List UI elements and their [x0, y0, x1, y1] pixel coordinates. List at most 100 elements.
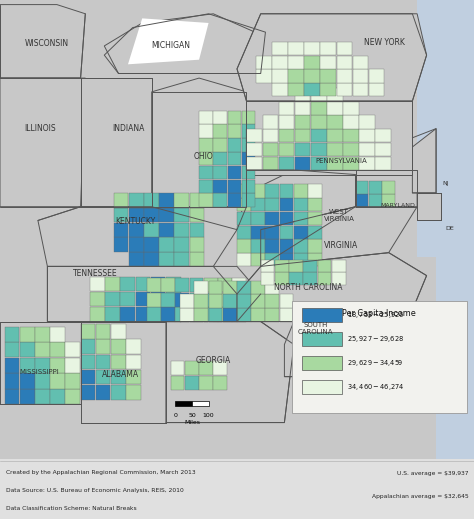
- Bar: [261, 260, 274, 272]
- Bar: [337, 42, 352, 55]
- Bar: [180, 308, 194, 321]
- Bar: [337, 70, 352, 83]
- Bar: [129, 223, 144, 237]
- Bar: [199, 180, 213, 193]
- Bar: [129, 194, 144, 208]
- Bar: [213, 125, 227, 138]
- Bar: [161, 278, 175, 292]
- Polygon shape: [417, 193, 441, 221]
- Bar: [129, 238, 144, 252]
- Bar: [213, 180, 227, 193]
- Bar: [114, 238, 128, 252]
- Text: NORTH CAROLINA: NORTH CAROLINA: [274, 282, 342, 292]
- Bar: [35, 389, 50, 404]
- Bar: [114, 194, 128, 208]
- Bar: [114, 223, 128, 237]
- Bar: [289, 260, 303, 272]
- Bar: [175, 307, 189, 321]
- Bar: [81, 370, 95, 385]
- Polygon shape: [237, 14, 427, 101]
- Bar: [294, 184, 308, 198]
- Polygon shape: [0, 321, 81, 404]
- Text: MARYLAND: MARYLAND: [381, 203, 416, 208]
- Bar: [175, 293, 189, 307]
- Bar: [228, 194, 241, 207]
- Bar: [288, 42, 304, 55]
- Bar: [228, 152, 241, 166]
- Bar: [280, 212, 293, 225]
- Bar: [327, 102, 343, 115]
- Bar: [232, 278, 246, 292]
- Bar: [194, 294, 208, 308]
- Bar: [120, 277, 135, 291]
- Bar: [327, 143, 343, 156]
- Bar: [65, 358, 80, 373]
- Bar: [20, 342, 35, 358]
- Bar: [144, 194, 159, 208]
- Bar: [213, 361, 227, 375]
- Bar: [190, 208, 204, 222]
- Bar: [5, 326, 19, 342]
- Bar: [185, 376, 199, 390]
- Text: 0: 0: [173, 413, 177, 418]
- Bar: [279, 157, 294, 170]
- Bar: [190, 307, 203, 321]
- Bar: [308, 253, 322, 266]
- Bar: [359, 129, 375, 142]
- Bar: [251, 226, 265, 239]
- Bar: [343, 143, 359, 156]
- Bar: [242, 138, 255, 152]
- Bar: [199, 111, 213, 124]
- Text: WEST
VIRGINIA: WEST VIRGINIA: [323, 209, 355, 222]
- Bar: [105, 277, 120, 291]
- Bar: [242, 111, 255, 124]
- Bar: [166, 307, 181, 321]
- Text: ILLINOIS: ILLINOIS: [25, 124, 56, 133]
- Bar: [5, 374, 19, 389]
- Text: WISCONSIN: WISCONSIN: [24, 39, 69, 48]
- Text: $18,753 - $25,926: $18,753 - $25,926: [347, 310, 404, 320]
- Bar: [232, 307, 246, 321]
- Bar: [294, 212, 308, 225]
- Bar: [369, 70, 384, 83]
- Bar: [263, 115, 278, 129]
- Text: Per Capita Income: Per Capita Income: [342, 309, 416, 318]
- Polygon shape: [166, 321, 294, 422]
- Bar: [144, 223, 159, 237]
- Bar: [90, 292, 105, 306]
- Bar: [50, 358, 65, 373]
- Bar: [175, 401, 192, 406]
- Bar: [295, 88, 310, 101]
- Bar: [50, 389, 65, 404]
- Bar: [242, 152, 255, 166]
- Bar: [263, 143, 278, 156]
- Text: U.S. average = $39,937: U.S. average = $39,937: [397, 471, 468, 476]
- Text: MISSISSIPPI: MISSISSIPPI: [19, 369, 59, 375]
- Bar: [151, 277, 165, 291]
- Text: NEW YORK: NEW YORK: [364, 38, 404, 47]
- Bar: [126, 339, 141, 354]
- Text: PENNSYLVANIA: PENNSYLVANIA: [315, 158, 367, 164]
- Bar: [228, 180, 241, 193]
- Bar: [308, 239, 322, 253]
- Bar: [303, 260, 317, 272]
- Bar: [337, 83, 352, 97]
- Bar: [159, 208, 174, 222]
- Text: SOUTH
CAROLINA: SOUTH CAROLINA: [298, 322, 333, 335]
- Bar: [35, 326, 50, 342]
- Bar: [175, 278, 189, 292]
- Bar: [343, 102, 359, 115]
- Bar: [327, 115, 343, 129]
- Polygon shape: [47, 266, 261, 321]
- Bar: [147, 307, 161, 321]
- Text: VIRGINIA: VIRGINIA: [324, 241, 358, 250]
- Bar: [275, 272, 289, 285]
- Bar: [223, 281, 237, 294]
- Bar: [96, 324, 110, 339]
- Bar: [194, 281, 208, 294]
- Bar: [294, 239, 308, 253]
- Bar: [237, 294, 251, 308]
- Polygon shape: [0, 5, 85, 78]
- Bar: [302, 308, 342, 322]
- Bar: [303, 272, 317, 285]
